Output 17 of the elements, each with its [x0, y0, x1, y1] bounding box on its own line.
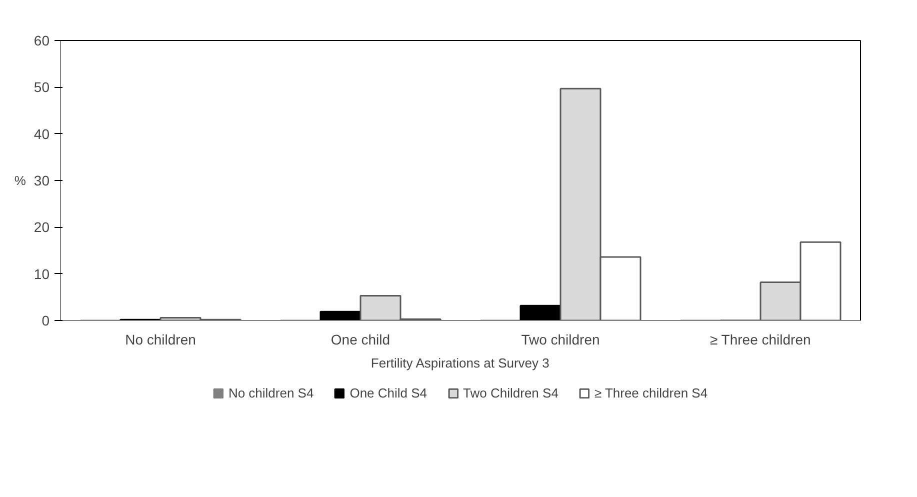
y-tick-label: 30 [34, 172, 50, 188]
legend-label: ≥ Three children S4 [594, 386, 708, 400]
y-axis-title: % [14, 173, 26, 188]
x-tick-label: One child [330, 332, 390, 348]
y-tick-label: 60 [34, 32, 50, 48]
x-tick-label: ≥ Three children [710, 332, 811, 348]
y-tick-label: 20 [34, 219, 50, 236]
y-tick-label: 0 [42, 312, 50, 328]
legend-label: Two Children S4 [463, 386, 558, 400]
legend-label: No children S4 [228, 386, 314, 400]
x-tick-label: Two children [521, 332, 600, 348]
x-tick-label: No children [125, 332, 196, 348]
y-tick-label: 50 [34, 79, 50, 96]
x-axis-title: Fertility Aspirations at Survey 3 [370, 356, 550, 370]
y-tick-label: 40 [34, 126, 50, 142]
y-tick-label: 10 [34, 266, 50, 282]
legend-label: One Child S4 [350, 386, 428, 400]
